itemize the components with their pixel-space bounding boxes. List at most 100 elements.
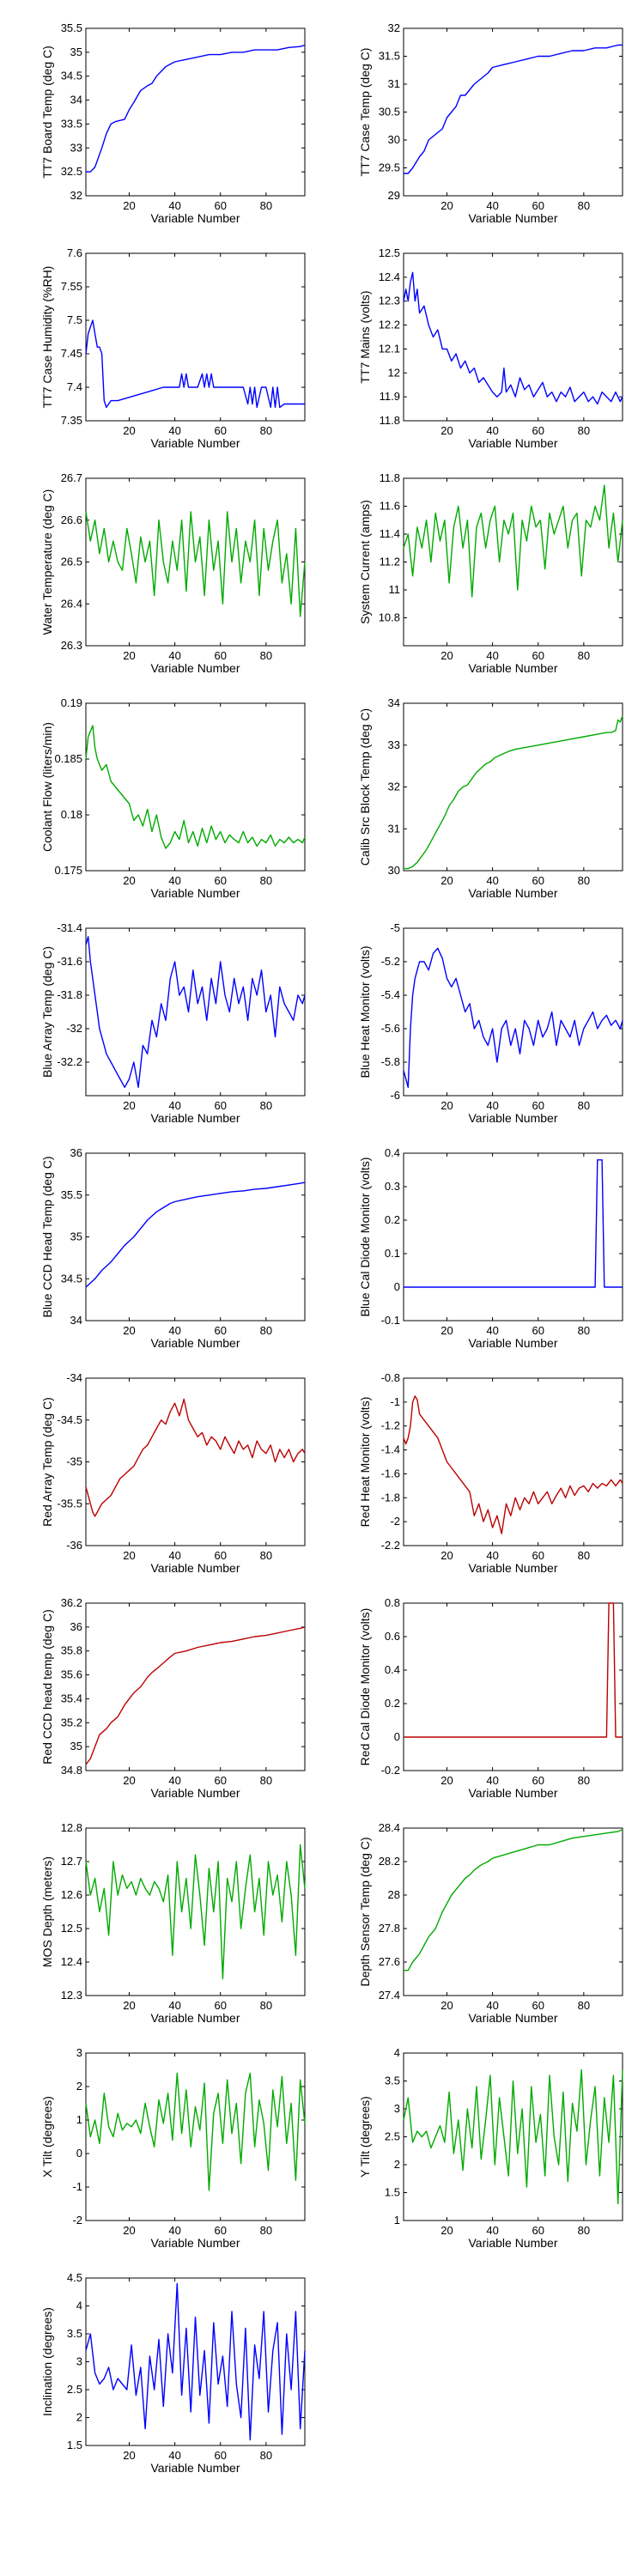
x-axis-label: Variable Number bbox=[150, 211, 240, 225]
x-tick-label: 20 bbox=[123, 1999, 135, 2012]
x-tick-label: 80 bbox=[578, 199, 590, 212]
series-line bbox=[85, 725, 306, 849]
y-tick-label: 31 bbox=[388, 822, 400, 835]
y-tick-label: 0 bbox=[394, 1280, 400, 1293]
y-tick-label: 29.5 bbox=[379, 161, 400, 174]
x-tick-label: 60 bbox=[214, 1999, 226, 2012]
x-tick-label: 40 bbox=[168, 1099, 180, 1112]
y-tick-label: -34 bbox=[66, 1371, 82, 1384]
y-tick-label: 0 bbox=[394, 1730, 400, 1743]
y-axis-label: Blue Heat Monitor (volts) bbox=[358, 945, 372, 1078]
y-axis-label: Coolant Flow (liters/min) bbox=[40, 722, 54, 852]
x-tick-label: 60 bbox=[214, 424, 226, 437]
y-axis-label: Red CCD head temp (deg C) bbox=[40, 1609, 54, 1765]
y-tick-label: 12.1 bbox=[379, 342, 400, 355]
x-tick-label: 80 bbox=[578, 2224, 590, 2237]
y-tick-label: 35 bbox=[70, 1740, 82, 1753]
x-axis-label: Variable Number bbox=[150, 2236, 240, 2250]
x-tick-label: 40 bbox=[168, 1549, 180, 1562]
x-axis-label: Variable Number bbox=[468, 886, 557, 900]
x-tick-label: 20 bbox=[123, 1774, 135, 1787]
y-tick-label: 0.2 bbox=[385, 1697, 400, 1710]
y-axis-label: TT7 Case Temp (deg C) bbox=[358, 48, 372, 177]
y-tick-label: -1 bbox=[390, 1395, 400, 1408]
axes-box bbox=[85, 927, 306, 1097]
x-tick-label: 80 bbox=[260, 199, 272, 212]
x-tick-label: 40 bbox=[168, 1999, 180, 2012]
x-tick-label: 80 bbox=[260, 649, 272, 662]
y-axis-label: System Current (amps) bbox=[358, 500, 372, 624]
y-tick-label: 7.55 bbox=[61, 280, 82, 293]
y-tick-label: -2.2 bbox=[381, 1539, 400, 1552]
subplot-3: 20 40 60 80 7.35 7.4 7.45 7.5 7.55 7.6 Variable Nu… bbox=[40, 246, 306, 450]
y-axis-label: TT7 Mains (volts) bbox=[358, 290, 372, 383]
y-tick-label: 34.5 bbox=[61, 70, 82, 82]
y-tick-label: 11 bbox=[389, 583, 401, 596]
y-axis-label: Red Cal Diode Monitor (volts) bbox=[358, 1608, 372, 1766]
y-tick-label: 0.175 bbox=[54, 864, 82, 877]
x-tick-label: 80 bbox=[578, 1324, 590, 1337]
y-tick-label: 1 bbox=[394, 2214, 400, 2227]
y-tick-label: 36 bbox=[70, 1620, 82, 1633]
x-tick-label: 40 bbox=[486, 199, 498, 212]
x-tick-label: 20 bbox=[440, 199, 453, 212]
y-tick-label: 33.5 bbox=[61, 117, 82, 130]
axes-box bbox=[403, 1377, 623, 1546]
subplot-17: 20 40 60 80 12.3 12.4 12.5 12.6 12.7 12.8 Variable… bbox=[40, 1821, 306, 2025]
subplot-9: 20 40 60 80 -32.2 -32 -31.8 -31.6 -31.4 Variable … bbox=[40, 921, 306, 1125]
subplot-4: 20 40 60 80 11.8 11.9 12 12.1 12.2 12.3 12.4 12.5 Va… bbox=[358, 246, 623, 450]
y-tick-label: 35.2 bbox=[61, 1716, 82, 1728]
x-tick-label: 20 bbox=[123, 1099, 135, 1112]
axes-box bbox=[85, 702, 306, 872]
x-axis-label: Variable Number bbox=[468, 436, 557, 450]
y-tick-label: 12.6 bbox=[61, 1888, 82, 1901]
x-tick-label: 60 bbox=[532, 874, 544, 887]
x-tick-label: 20 bbox=[440, 1099, 453, 1112]
x-tick-label: 80 bbox=[260, 1549, 272, 1562]
series-line bbox=[404, 715, 623, 870]
y-tick-label: -5 bbox=[390, 921, 400, 934]
y-tick-label: -1.2 bbox=[381, 1419, 400, 1432]
y-tick-label: 12.5 bbox=[379, 246, 400, 259]
y-tick-label: 12.5 bbox=[61, 1922, 82, 1935]
x-tick-label: 20 bbox=[123, 874, 135, 887]
x-tick-label: 60 bbox=[532, 1549, 544, 1562]
y-tick-label: 11.8 bbox=[380, 414, 400, 427]
x-tick-label: 20 bbox=[440, 2224, 453, 2237]
y-tick-label: -2 bbox=[72, 2214, 82, 2227]
y-tick-label: 36.2 bbox=[61, 1596, 82, 1609]
series-line bbox=[85, 1182, 306, 1288]
y-axis-label: TT7 Case Humidity (%RH) bbox=[40, 266, 54, 409]
y-tick-label: 12.7 bbox=[61, 1855, 82, 1868]
y-tick-label: 7.4 bbox=[67, 380, 82, 393]
y-tick-label: 34 bbox=[70, 94, 82, 106]
x-tick-label: 60 bbox=[214, 1774, 226, 1787]
y-tick-label: -1 bbox=[72, 2180, 82, 2193]
y-tick-label: 36 bbox=[70, 1146, 82, 1159]
y-tick-label: -5.8 bbox=[381, 1055, 400, 1068]
x-tick-label: 60 bbox=[214, 1099, 226, 1112]
x-tick-label: 60 bbox=[214, 649, 226, 662]
y-tick-label: 3.5 bbox=[67, 2327, 82, 2340]
x-tick-label: 40 bbox=[168, 199, 180, 212]
y-tick-label: 26.7 bbox=[61, 471, 82, 484]
x-tick-label: 40 bbox=[168, 424, 180, 437]
y-tick-label: 35.5 bbox=[61, 21, 82, 34]
y-tick-label: -5.4 bbox=[381, 988, 400, 1001]
y-tick-label: 2.5 bbox=[385, 2130, 400, 2143]
subplot-16: 20 40 60 80 -0.2 0 0.2 0.4 0.6 0.8 Variable Number… bbox=[358, 1596, 623, 1800]
axes-box bbox=[403, 1827, 623, 1996]
y-tick-label: 0.1 bbox=[385, 1247, 400, 1260]
axes-box bbox=[85, 27, 306, 197]
y-tick-label: -35 bbox=[66, 1455, 82, 1468]
x-tick-label: 40 bbox=[168, 2449, 180, 2462]
series-line bbox=[85, 1398, 306, 1517]
y-tick-label: -1.8 bbox=[381, 1491, 400, 1504]
x-tick-label: 20 bbox=[440, 1774, 453, 1787]
series-line bbox=[404, 1159, 623, 1288]
x-tick-label: 60 bbox=[532, 424, 544, 437]
y-axis-label: Calib Src Block Temp (deg C) bbox=[358, 708, 372, 866]
y-tick-label: 12 bbox=[388, 366, 400, 379]
y-tick-label: 3 bbox=[76, 2046, 82, 2059]
x-tick-label: 40 bbox=[168, 649, 180, 662]
